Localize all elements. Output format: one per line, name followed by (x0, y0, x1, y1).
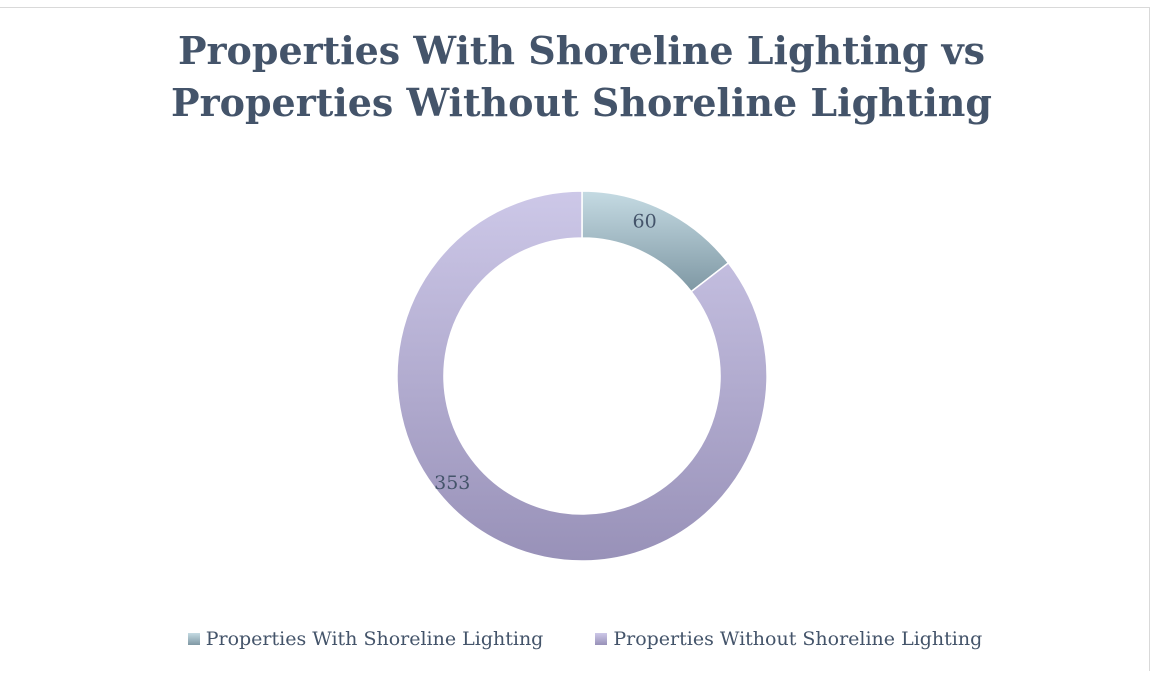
legend-swatch-without-lighting (595, 633, 608, 645)
donut-data-labels: 60 353 (434, 211, 657, 494)
legend: Properties With Shoreline Lighting Prope… (0, 626, 1153, 652)
chart-title-line-2: Properties Without Shoreline Lighting (171, 80, 992, 125)
legend-item-without-lighting: Properties Without Shoreline Lighting (595, 626, 982, 652)
donut-slice-without-lighting (396, 190, 768, 562)
data-label-with-lighting: 60 (633, 211, 657, 233)
donut-slices (396, 190, 768, 562)
chart-title: Properties With Shoreline Lighting vs Pr… (0, 25, 1153, 129)
chart-title-line-1: Properties With Shoreline Lighting vs (177, 28, 986, 73)
donut-slice-with-lighting (581, 190, 730, 293)
legend-item-with-lighting: Properties With Shoreline Lighting (187, 626, 544, 652)
legend-label-with-lighting: Properties With Shoreline Lighting (205, 628, 544, 650)
legend-swatch-with-lighting (187, 633, 200, 645)
data-label-without-lighting: 353 (434, 472, 470, 494)
legend-label-without-lighting: Properties Without Shoreline Lighting (613, 628, 983, 650)
